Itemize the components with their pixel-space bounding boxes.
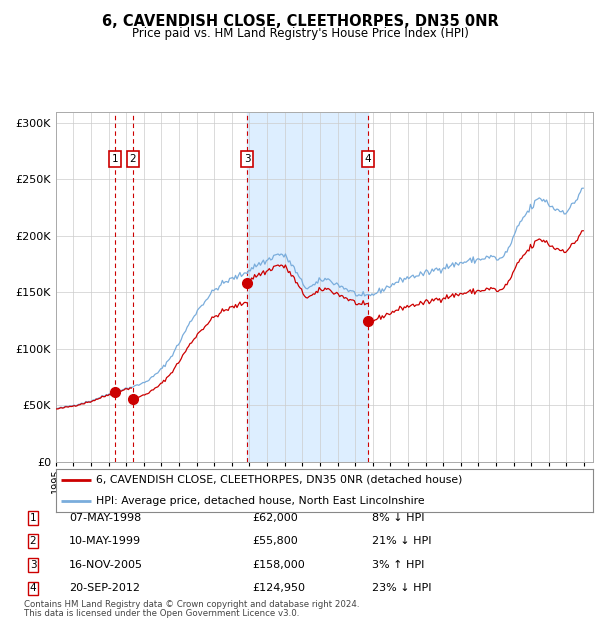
- Text: 20-SEP-2012: 20-SEP-2012: [69, 583, 140, 593]
- Text: £124,950: £124,950: [252, 583, 305, 593]
- Text: £55,800: £55,800: [252, 536, 298, 546]
- Text: 10-MAY-1999: 10-MAY-1999: [69, 536, 141, 546]
- Text: 1: 1: [112, 154, 118, 164]
- Text: Contains HM Land Registry data © Crown copyright and database right 2024.: Contains HM Land Registry data © Crown c…: [24, 600, 359, 609]
- Text: 4: 4: [29, 583, 37, 593]
- Text: 23% ↓ HPI: 23% ↓ HPI: [372, 583, 431, 593]
- Text: Price paid vs. HM Land Registry's House Price Index (HPI): Price paid vs. HM Land Registry's House …: [131, 27, 469, 40]
- Text: 3: 3: [244, 154, 251, 164]
- Text: 1: 1: [29, 513, 37, 523]
- Text: 3: 3: [29, 560, 37, 570]
- Text: 16-NOV-2005: 16-NOV-2005: [69, 560, 143, 570]
- Text: £158,000: £158,000: [252, 560, 305, 570]
- Text: 3% ↑ HPI: 3% ↑ HPI: [372, 560, 424, 570]
- Bar: [247, 112, 368, 462]
- Text: 07-MAY-1998: 07-MAY-1998: [69, 513, 141, 523]
- Text: 4: 4: [364, 154, 371, 164]
- Text: 2: 2: [29, 536, 37, 546]
- Text: 6, CAVENDISH CLOSE, CLEETHORPES, DN35 0NR (detached house): 6, CAVENDISH CLOSE, CLEETHORPES, DN35 0N…: [96, 475, 463, 485]
- Text: 6, CAVENDISH CLOSE, CLEETHORPES, DN35 0NR: 6, CAVENDISH CLOSE, CLEETHORPES, DN35 0N…: [101, 14, 499, 29]
- Text: £62,000: £62,000: [252, 513, 298, 523]
- Text: HPI: Average price, detached house, North East Lincolnshire: HPI: Average price, detached house, Nort…: [96, 496, 425, 506]
- Text: 21% ↓ HPI: 21% ↓ HPI: [372, 536, 431, 546]
- Text: 8% ↓ HPI: 8% ↓ HPI: [372, 513, 425, 523]
- Text: This data is licensed under the Open Government Licence v3.0.: This data is licensed under the Open Gov…: [24, 608, 299, 618]
- Text: 2: 2: [130, 154, 136, 164]
